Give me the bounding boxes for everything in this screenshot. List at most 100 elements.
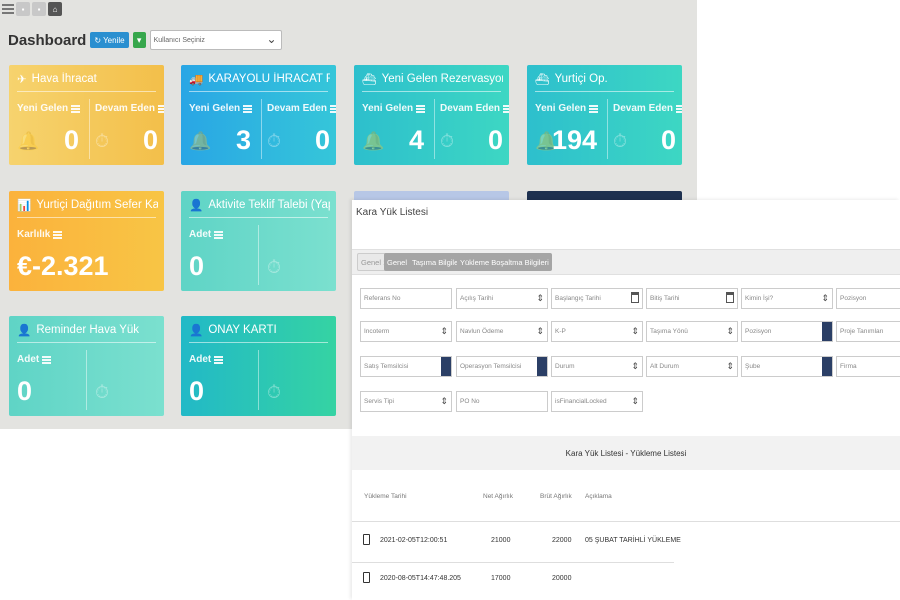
- card-karayolu-ihracat[interactable]: 🚚 KARAYOLU İHRACAT RE... Yeni Gelen Devam…: [181, 65, 336, 165]
- tab-genel-1[interactable]: Genel 1: [357, 253, 392, 271]
- stopwatch-icon: ⏱: [613, 131, 628, 151]
- filter-button[interactable]: ▾: [132, 32, 146, 48]
- card-title: Yurtiçi Dağıtım Sefer Kar: [36, 199, 158, 211]
- stopwatch-icon: ⏱: [267, 131, 282, 151]
- cell-desc: 05 ŞUBAT TARİHLİ YÜKLEME: [585, 537, 681, 544]
- card-yurtici-dagitim-sefer-kar[interactable]: 📊 Yurtiçi Dağıtım Sefer Kar Karlılık €-2.…: [9, 191, 164, 291]
- acilis-tarihi-select[interactable]: Açılış Tarihi ⇕: [456, 288, 548, 309]
- user-select[interactable]: Kullanıcı Seçiniz ⌄: [149, 30, 282, 50]
- calendar-icon[interactable]: [726, 292, 734, 303]
- card-left-value: 0: [63, 125, 79, 155]
- proje-tanimlari-input[interactable]: Proje Tanımları: [836, 321, 900, 342]
- servis-tipi-select[interactable]: Servis Tipi ⇕: [360, 391, 452, 412]
- list-icon: [42, 355, 52, 364]
- baslangic-tarihi-input[interactable]: Başlangıç Tarihi: [551, 288, 643, 309]
- user-select-placeholder: Kullanıcı Seçiniz: [153, 36, 205, 44]
- referans-no-input[interactable]: Referans No: [360, 288, 452, 309]
- card-left-label: Yeni Gelen: [535, 103, 587, 114]
- card-left-label: Karlılık: [17, 229, 51, 240]
- list-icon: [71, 104, 81, 113]
- navlun-odeme-select[interactable]: Navlun Ödeme ⇕: [456, 321, 548, 342]
- section-title: Kara Yük Listesi - Yükleme Listesi: [565, 448, 687, 458]
- durum-select[interactable]: Durum ⇕: [551, 356, 643, 377]
- card-left-value: 0: [189, 251, 205, 281]
- satis-temsilcisi-lookup[interactable]: Satış Temsilcisi: [360, 356, 452, 377]
- tasima-yonu-select[interactable]: Taşıma Yönü ⇕: [646, 321, 738, 342]
- incoterm-select[interactable]: Incoterm ⇕: [360, 321, 452, 342]
- card-left-label: Adet: [189, 354, 212, 365]
- card-left-value: 3: [235, 125, 251, 155]
- operasyon-temsilcisi-placeholder: Operasyon Temsilcisi: [460, 363, 522, 370]
- list-icon: [676, 104, 682, 113]
- card-right-value: 0: [142, 125, 158, 155]
- sube-placeholder: Şube: [745, 363, 761, 370]
- sube-lookup[interactable]: Şube: [741, 356, 833, 377]
- card-yurtici-op[interactable]: ⛴ Yurtiçi Op. Yeni Gelen Devam Eden 🔔 ⏱ 1…: [527, 65, 682, 165]
- card-left-value: 0: [189, 376, 205, 406]
- column-header-net-agirlik[interactable]: Net Ağırlık: [483, 493, 513, 500]
- chevron-down-icon: ⌄: [266, 32, 277, 46]
- dashboard-header: Dashboard ↻ Yenile ▾ Kullanıcı Seçiniz ⌄: [8, 30, 282, 50]
- yukleme-listesi-header: Kara Yük Listesi - Yükleme Listesi: [352, 436, 900, 470]
- list-icon: [158, 104, 164, 113]
- stopwatch-icon: ⏱: [95, 382, 110, 402]
- list-icon: [589, 104, 599, 113]
- column-header-yukleme-tarihi[interactable]: Yükleme Tarihi: [364, 493, 407, 500]
- tab-yukleme-bosaltma-bilgileri[interactable]: Yükleme Boşaltma Bilgileri: [457, 253, 552, 271]
- kimin-isi-label: Kimin İşi?: [745, 295, 774, 302]
- pozisyon-lookup[interactable]: Pozisyon: [741, 321, 833, 342]
- home-icon[interactable]: ⌂: [48, 2, 62, 16]
- cell-date: 2021-02-05T12:00:51: [380, 537, 448, 544]
- firma-placeholder: Firma: [840, 363, 857, 370]
- stopwatch-icon: ⏱: [95, 131, 110, 151]
- toolbar-button-1[interactable]: ▪: [16, 2, 30, 16]
- column-header-brut-agirlik[interactable]: Brüt Ağırlık: [540, 493, 572, 500]
- alt-durum-select[interactable]: Alt Durum ⇕: [646, 356, 738, 377]
- bell-icon: 🔔: [535, 131, 558, 151]
- sort-arrows-icon: ⇕: [631, 361, 639, 371]
- card-yeni-gelen-rezervasyonlar[interactable]: ⛴ Yeni Gelen Rezervasyonlar Yeni Gelen De…: [354, 65, 509, 165]
- card-hava-ihracat[interactable]: ✈ Hava İhracat Yeni Gelen Devam Eden 🔔 ⏱ …: [9, 65, 164, 165]
- page-title: Dashboard: [8, 31, 87, 49]
- card-onay-karti[interactable]: 👤 ONAY KARTI Adet ⏱ 0: [181, 316, 336, 416]
- sort-arrows-icon: ⇕: [536, 326, 544, 336]
- is-financial-locked-select[interactable]: isFinancialLocked ⇕: [551, 391, 643, 412]
- card-reminder-hava-yuk[interactable]: 👤 Reminder Hava Yük Adet ⏱ 0: [9, 316, 164, 416]
- operasyon-temsilcisi-lookup[interactable]: Operasyon Temsilcisi: [456, 356, 548, 377]
- lookup-button[interactable]: [822, 322, 832, 341]
- menu-icon[interactable]: [2, 3, 14, 15]
- card-right-label: Devam Eden: [613, 103, 674, 114]
- lookup-button[interactable]: [822, 357, 832, 376]
- kimin-isi-select[interactable]: Kimin İşi? ⇕: [741, 288, 833, 309]
- user-icon: 👤: [189, 200, 204, 212]
- card-title: Reminder Hava Yük: [36, 324, 140, 336]
- calendar-icon[interactable]: [631, 292, 639, 303]
- sort-arrows-icon: ⇕: [631, 326, 639, 336]
- card-title: KARAYOLU İHRACAT RE...: [208, 73, 330, 85]
- card-title: Aktivite Teklif Talebi (Yapıl...: [208, 199, 330, 211]
- kp-select[interactable]: K-P ⇕: [551, 321, 643, 342]
- cell-net: 17000: [491, 575, 511, 582]
- firma-input[interactable]: Firma: [836, 356, 900, 377]
- card-right-label: Devam Eden: [267, 103, 328, 114]
- ship-icon: ⛴: [535, 74, 550, 86]
- lookup-button[interactable]: [441, 357, 451, 376]
- refresh-button[interactable]: ↻ Yenile: [90, 32, 129, 48]
- kp-label: K-P: [555, 328, 566, 335]
- bitis-tarihi-input[interactable]: Bitiş Tarihi: [646, 288, 738, 309]
- tab-genel-2[interactable]: Genel 2: [384, 253, 417, 271]
- refresh-label: Yenile: [103, 35, 125, 45]
- po-no-input[interactable]: PO No: [456, 391, 548, 412]
- servis-tipi-label: Servis Tipi: [364, 398, 394, 405]
- incoterm-label: Incoterm: [364, 328, 390, 335]
- column-header-aciklama[interactable]: Açıklama: [585, 493, 612, 500]
- card-aktivite-teklif-talebi[interactable]: 👤 Aktivite Teklif Talebi (Yapıl... Adet ⏱…: [181, 191, 336, 291]
- refresh-icon: ↻: [94, 35, 102, 45]
- card-left-label: Yeni Gelen: [17, 103, 69, 114]
- lookup-button[interactable]: [537, 357, 547, 376]
- mobile-icon: [363, 534, 370, 545]
- tab-tasima-bilgileri[interactable]: Taşıma Bilgileri: [409, 253, 466, 271]
- list-icon: [214, 355, 224, 364]
- toolbar-button-2[interactable]: ▪: [32, 2, 46, 16]
- pozisyon-input[interactable]: Pozisyon: [836, 288, 900, 309]
